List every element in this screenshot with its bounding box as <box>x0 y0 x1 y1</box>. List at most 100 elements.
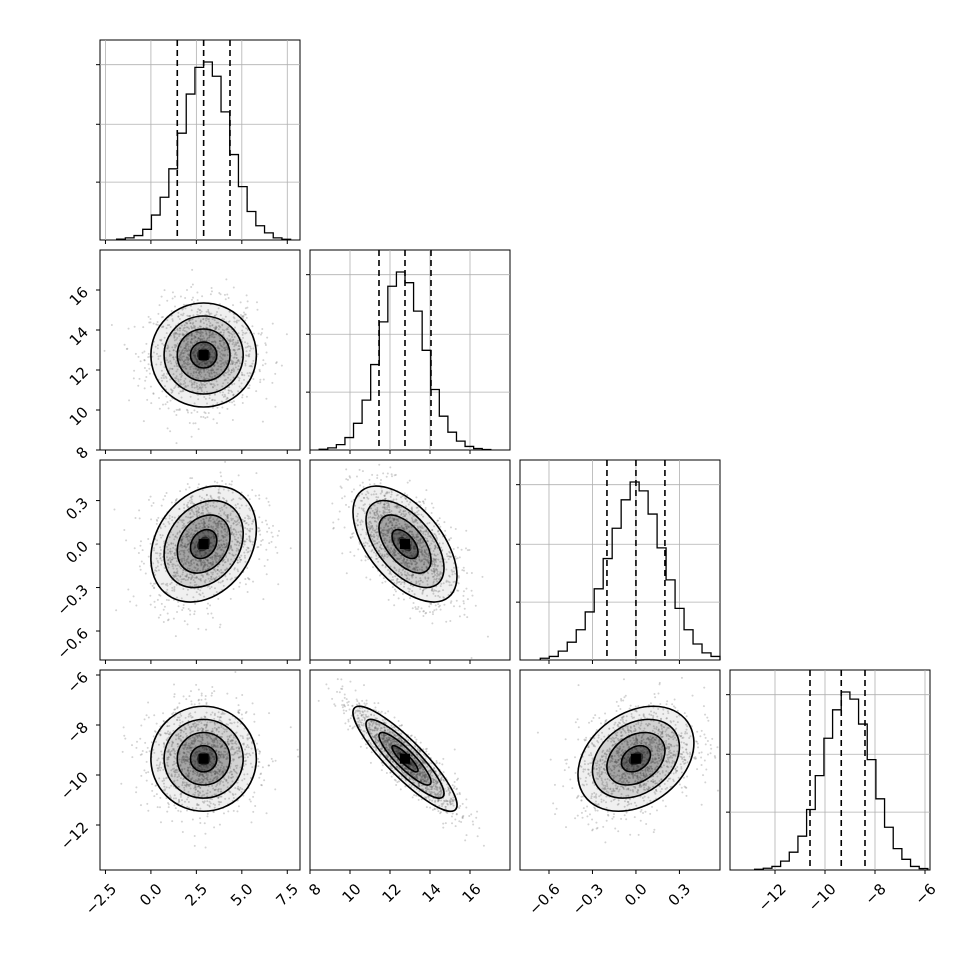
scatter-point <box>172 546 175 549</box>
scatter-point <box>153 586 156 589</box>
scatter-point <box>211 556 214 559</box>
scatter-point <box>215 321 218 324</box>
scatter-point <box>409 597 412 600</box>
scatter-point <box>393 505 396 508</box>
scatter-point <box>239 530 242 533</box>
scatter-point <box>145 760 148 763</box>
scatter-point <box>174 535 177 538</box>
scatter-point <box>190 495 193 498</box>
scatter-point <box>216 481 219 484</box>
scatter-point <box>197 331 200 334</box>
scatter-point <box>276 551 279 554</box>
scatter-point <box>243 378 246 381</box>
scatter-point <box>158 397 161 400</box>
scatter-point <box>234 553 237 556</box>
scatter-point <box>145 375 148 378</box>
scatter-point <box>399 556 402 559</box>
scatter-point <box>429 602 432 605</box>
scatter-point <box>364 493 367 496</box>
scatter-point <box>194 340 197 343</box>
scatter-point <box>144 741 147 744</box>
scatter-point <box>177 579 180 582</box>
hist-bar <box>876 799 885 870</box>
scatter-point <box>213 556 216 559</box>
scatter-point <box>192 352 195 355</box>
hist-bar <box>702 653 711 660</box>
scatter-point <box>244 455 246 457</box>
scatter-point <box>381 506 384 509</box>
scatter-point <box>174 376 177 379</box>
scatter-point <box>418 541 421 544</box>
scatter-point <box>270 540 273 543</box>
scatter-point <box>126 347 129 350</box>
scatter-point <box>263 565 266 568</box>
scatter-point <box>136 740 139 743</box>
scatter-point <box>215 388 218 391</box>
scatter-point <box>486 635 489 638</box>
scatter-point <box>223 561 226 564</box>
scatter-point <box>137 355 140 358</box>
scatter-point <box>177 408 180 411</box>
scatter-point <box>181 314 184 317</box>
scatter-point <box>229 546 232 549</box>
scatter-point <box>203 411 206 414</box>
scatter-point <box>168 522 171 525</box>
scatter-point <box>190 318 193 321</box>
scatter-point <box>426 539 429 542</box>
scatter-point <box>153 587 156 590</box>
scatter-point <box>225 372 228 375</box>
scatter-point <box>207 530 210 533</box>
scatter-point <box>208 517 211 520</box>
scatter-point <box>169 367 172 370</box>
scatter-point <box>193 562 196 565</box>
scatter-point <box>159 527 162 530</box>
scatter-point <box>205 382 208 385</box>
hist-bar <box>212 76 221 240</box>
scatter-point <box>223 349 226 352</box>
scatter-point <box>182 524 185 527</box>
scatter-point <box>398 511 401 514</box>
scatter-point <box>180 597 183 600</box>
scatter-point <box>208 517 211 520</box>
scatter-point <box>243 539 246 542</box>
scatter-point <box>420 546 423 549</box>
scatter-point <box>205 362 208 365</box>
scatter-point <box>455 557 458 560</box>
scatter-point <box>224 518 227 521</box>
scatter-point <box>217 512 220 515</box>
scatter-point <box>206 572 209 575</box>
scatter-point <box>184 347 187 350</box>
scatter-point <box>248 384 251 387</box>
scatter-point <box>233 567 236 570</box>
scatter-point <box>224 395 227 398</box>
scatter-point <box>183 578 186 581</box>
scatter-point <box>241 373 244 376</box>
scatter-point <box>366 542 369 545</box>
scatter-point <box>460 548 463 551</box>
scatter-point <box>219 314 222 317</box>
scatter-point <box>425 529 428 532</box>
scatter-point <box>210 361 213 364</box>
scatter-point <box>246 514 249 517</box>
scatter-point <box>241 324 244 327</box>
scatter-point <box>148 372 151 375</box>
scatter-point <box>217 543 220 546</box>
scatter-point <box>195 527 198 530</box>
scatter-point <box>384 580 387 583</box>
scatter-point <box>200 382 203 385</box>
scatter-point <box>432 506 435 509</box>
scatter-point <box>205 323 208 326</box>
scatter-point <box>211 349 214 352</box>
scatter-point <box>265 351 268 354</box>
scatter-point <box>175 560 178 563</box>
scatter-point <box>452 547 455 550</box>
scatter-point <box>251 543 254 546</box>
scatter-point <box>196 563 199 566</box>
scatter-point <box>199 344 202 347</box>
scatter-point <box>227 376 230 379</box>
scatter-point <box>237 319 240 322</box>
scatter-point <box>241 401 244 404</box>
scatter-point <box>184 365 187 368</box>
scatter-point <box>203 551 206 554</box>
scatter-point <box>230 577 233 580</box>
